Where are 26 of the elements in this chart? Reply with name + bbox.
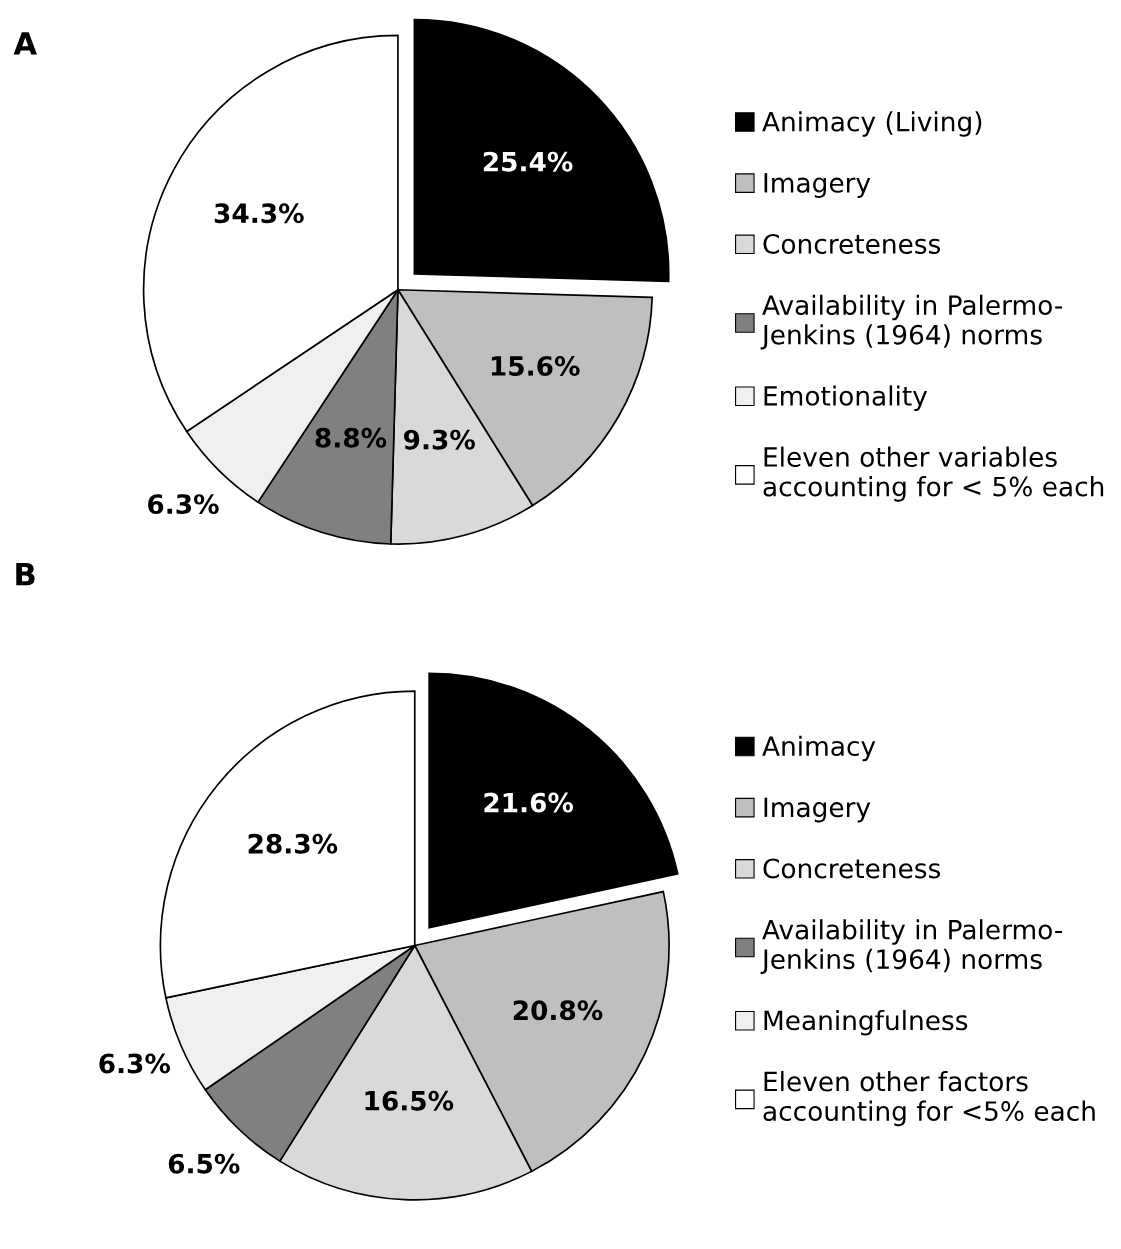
data-label: 6.3%	[148, 494, 219, 515]
legend-label: Concreteness	[763, 858, 941, 879]
data-label: 6.3%	[99, 1053, 171, 1074]
legend-label: Animacy (Living)	[762, 111, 982, 137]
data-label: 16.5%	[365, 1090, 454, 1111]
legend-label: Meaningfulness	[764, 1009, 968, 1036]
data-label: 28.3%	[248, 833, 338, 854]
legend-label: Availability in Palermo- Jenkins (1964) norms	[760, 919, 1063, 975]
legend-label: Availability in Palermo- Jenkins (1964) norms	[760, 294, 1063, 350]
legend-label: Imagery	[764, 797, 871, 823]
chart-title: B	[16, 562, 35, 586]
data-label: 9.3%	[403, 429, 475, 450]
data-label: 34.3%	[214, 203, 304, 224]
data-label: 6.5%	[168, 1153, 240, 1174]
chart-title: A	[13, 32, 37, 55]
data-label: 25.4%	[483, 151, 573, 172]
data-label: 8.8%	[315, 427, 387, 448]
data-label: 20.8%	[513, 1000, 603, 1021]
data-label: 21.6%	[484, 792, 574, 813]
legend-label: Emotionality	[764, 385, 928, 411]
legend-label: Eleven other factors accounting for <5% each	[763, 1071, 1095, 1127]
data-label: 15.6%	[491, 356, 580, 376]
slice-label: Animacy	[762, 735, 876, 762]
legend-label: Eleven other variables accounting for < 5% each	[763, 446, 1104, 502]
legend-label: Concreteness	[763, 233, 941, 254]
legend-label: Imagery	[764, 173, 871, 198]
